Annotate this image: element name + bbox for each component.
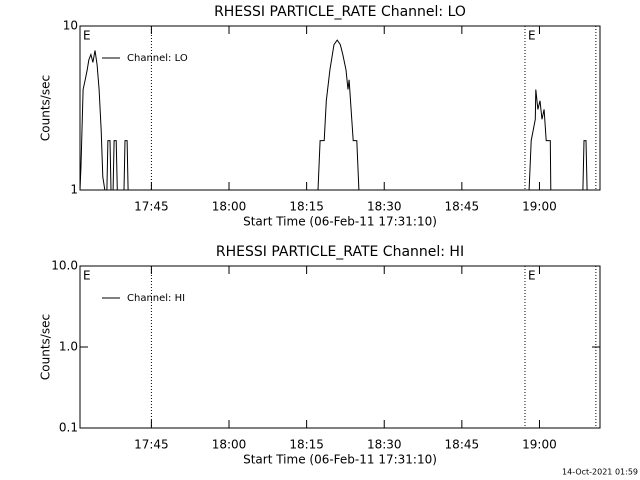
y-tick-label: 10.0: [51, 259, 78, 273]
chart-title: RHESSI PARTICLE_RATE Channel: HI: [216, 244, 464, 260]
x-tick-label: 18:45: [445, 200, 480, 214]
flag-label: E: [528, 269, 536, 283]
plot-frame: [79, 25, 601, 191]
x-tick-label: 18:45: [445, 438, 480, 452]
flag-label: E: [83, 269, 91, 283]
legend-label: Channel: LO: [127, 53, 188, 64]
x-tick-label: 17:45: [134, 200, 169, 214]
flag-label: E: [528, 29, 536, 43]
x-tick-label: 19:00: [522, 438, 557, 452]
x-tick-label: 17:45: [134, 438, 169, 452]
x-tick-label: 19:00: [522, 200, 557, 214]
x-tick-label: 18:00: [212, 438, 247, 452]
x-axis-label: Start Time (06-Feb-11 17:31:10): [243, 215, 437, 229]
x-tick-label: 18:15: [289, 438, 324, 452]
y-tick-label: 1: [70, 183, 78, 197]
y-tick-label: 1.0: [59, 340, 78, 354]
legend-label: Channel: HI: [127, 293, 185, 304]
x-tick-label: 18:30: [367, 200, 402, 214]
flag-label: E: [83, 29, 91, 43]
timestamp: 14-Oct-2021 01:59: [562, 468, 638, 477]
x-axis-label: Start Time (06-Feb-11 17:31:10): [243, 453, 437, 467]
x-tick-label: 18:15: [289, 200, 324, 214]
chart-title: RHESSI PARTICLE_RATE Channel: LO: [214, 4, 466, 20]
y-tick-label: 10: [63, 19, 78, 33]
x-tick-label: 18:00: [212, 200, 247, 214]
x-tick-label: 18:30: [367, 438, 402, 452]
y-axis-label: Counts/sec: [39, 75, 53, 141]
data-line: [79, 39, 588, 191]
y-axis-label: Counts/sec: [39, 314, 53, 380]
y-tick-label: 0.1: [59, 421, 78, 435]
